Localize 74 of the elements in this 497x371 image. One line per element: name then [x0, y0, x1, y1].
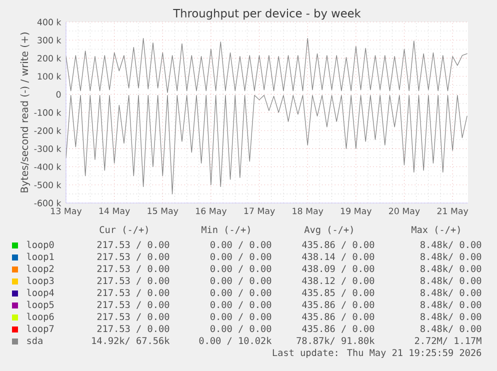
text: 217.53 / 0.00: [97, 313, 170, 321]
y-tick-label: 300 k: [38, 36, 62, 44]
y-axis-title: Bytes/second read (-) / write (+): [20, 32, 30, 192]
text: 2.72M/ 1.17M: [414, 337, 482, 345]
y-tick-label: -100 k: [34, 109, 62, 116]
text: 14.92k/ 67.56k: [92, 336, 170, 345]
y-tick-label: 0: [56, 91, 61, 98]
legend-label: loop7: [27, 324, 54, 334]
x-tick-label: 15 May: [148, 208, 178, 216]
x-tick-label: 14 May: [99, 208, 130, 216]
text: 8.48k/ 0.00: [420, 300, 482, 309]
text: 0.00 / 10.02k: [199, 336, 272, 345]
y-tick-label: 100 k: [38, 72, 62, 80]
text: 217.53 / 0.00: [97, 253, 170, 261]
text: 8.48k/ 0.00: [420, 324, 482, 333]
y-tick-label: -600 k: [34, 200, 62, 206]
text: 217.53 / 0.00: [97, 265, 170, 273]
line-series: [66, 38, 468, 93]
y-tick-label: -200 k: [34, 127, 62, 134]
text: 217.53 / 0.00: [97, 289, 170, 297]
text: 217.53 / 0.00: [97, 277, 170, 285]
legend-label: loop2: [27, 264, 54, 274]
legend-label: loop3: [27, 276, 54, 286]
text: Cur (-/+): [100, 226, 148, 234]
text: 438.09 / 0.00: [302, 265, 374, 273]
legend-label: loop5: [27, 300, 54, 310]
text: Last update: Thu May 21 19:25:59 2026: [272, 348, 482, 358]
line-series: [66, 94, 468, 194]
text: 8.48k/ 0.00: [420, 276, 482, 285]
y-tick-label: -400 k: [34, 163, 62, 170]
text: Min (-/+): [202, 226, 250, 234]
x-tick-label: 18 May: [292, 208, 324, 216]
legend-label: loop4: [27, 288, 54, 298]
text: 0.00 / 0.00: [210, 325, 272, 333]
text: Max (-/+): [412, 226, 460, 234]
x-tick-label: 17 May: [244, 208, 275, 216]
x-tick-label: 21 May: [437, 208, 468, 216]
legend-label: sda: [27, 336, 42, 344]
x-tick-label: 13 May: [51, 208, 82, 216]
text: 435.86 / 0.00: [302, 313, 374, 321]
text: 8.48k/ 0.00: [420, 312, 482, 321]
legend-label: loop1: [27, 252, 54, 262]
text: 0.00 / 0.00: [210, 265, 272, 273]
text: 435.86 / 0.00: [302, 301, 374, 309]
text: 217.53 / 0.00: [97, 241, 170, 249]
text: 217.53 / 0.00: [97, 325, 170, 333]
y-tick-label: -300 k: [34, 145, 62, 152]
text: 8.48k/ 0.00: [420, 252, 482, 261]
legend-label: loop6: [27, 312, 54, 322]
text: 0.00 / 0.00: [210, 277, 272, 285]
y-tick-label: 200 k: [38, 54, 62, 62]
text: 0.00 / 0.00: [210, 253, 272, 261]
text: 0.00 / 0.00: [210, 289, 272, 297]
text: 438.12 / 0.00: [302, 277, 374, 285]
text: 78.87k/ 91.80k: [296, 336, 375, 345]
y-tick-label: 400 k: [37, 18, 62, 26]
y-tick-label: -500 k: [34, 182, 62, 188]
x-tick-label: 20 May: [389, 208, 420, 216]
text: 435.85 / 0.00: [302, 289, 374, 297]
text: 0.00 / 0.00: [210, 313, 272, 321]
text: 8.48k/ 0.00: [420, 264, 482, 273]
text: 435.86 / 0.00: [302, 325, 374, 333]
x-tick-label: 16 May: [196, 208, 227, 216]
legend-label: loop0: [27, 240, 54, 250]
text: 0.00 / 0.00: [210, 241, 272, 249]
x-tick-label: 19 May: [341, 208, 372, 216]
text: Avg (-/+): [304, 226, 353, 235]
text: 438.14 / 0.00: [302, 253, 374, 261]
text: 0.00 / 0.00: [210, 301, 272, 309]
text: 435.86 / 0.00: [302, 241, 374, 249]
text: 8.48k/ 0.00: [420, 288, 482, 297]
text: 8.48k/ 0.00: [420, 240, 482, 249]
chart-title: Throughput per device - by week: [173, 8, 361, 20]
text: 217.53 / 0.00: [97, 301, 170, 309]
